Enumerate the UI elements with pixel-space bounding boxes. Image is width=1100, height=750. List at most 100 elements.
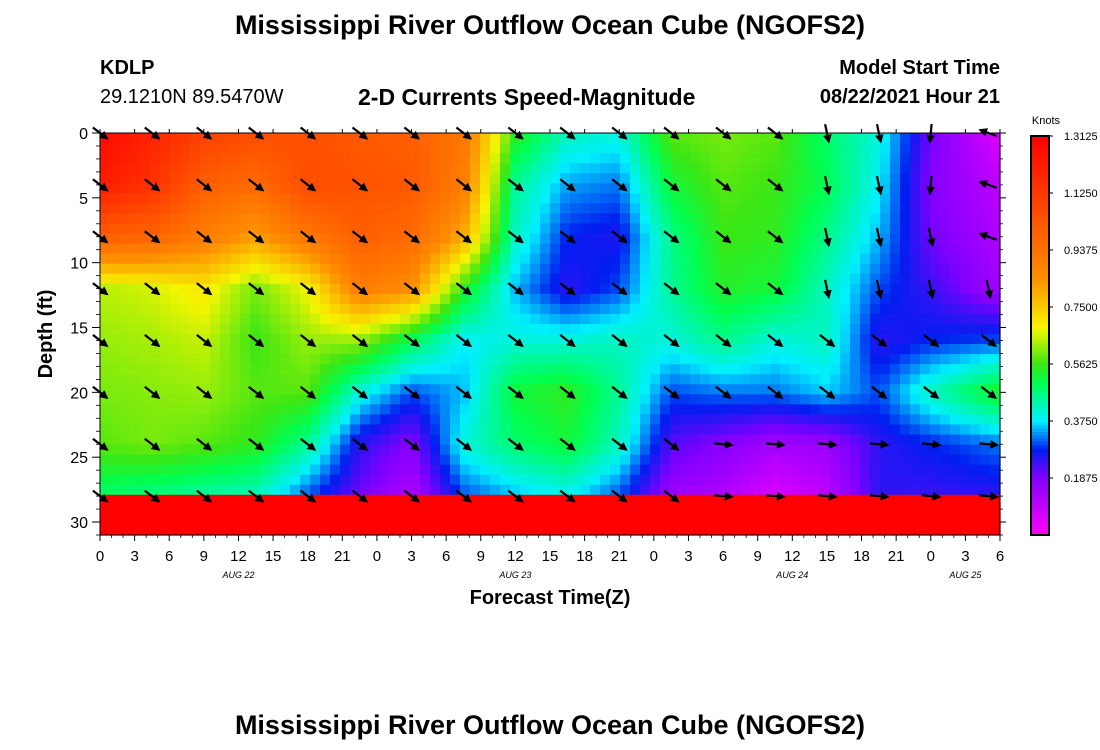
heat-cell <box>500 253 511 265</box>
heat-cell <box>640 273 651 285</box>
heat-cell <box>480 203 491 214</box>
heat-cell <box>750 524 761 536</box>
heat-cell <box>770 364 781 375</box>
heat-cell <box>170 253 181 265</box>
heat-cell <box>530 354 541 365</box>
heat-cell <box>180 183 191 194</box>
heat-cell <box>260 384 271 395</box>
colorbar-band <box>1031 465 1049 470</box>
heat-cell <box>150 223 161 235</box>
heat-cell <box>490 424 501 436</box>
heat-cell <box>210 444 221 456</box>
heat-cell <box>270 374 281 385</box>
heat-cell <box>840 474 851 486</box>
heat-cell <box>350 454 361 466</box>
heat-cell <box>970 524 981 536</box>
heat-cell <box>730 173 741 184</box>
heat-cell <box>580 143 591 154</box>
heat-cell <box>150 193 161 204</box>
heat-cell <box>500 414 511 426</box>
heat-cell <box>910 323 921 335</box>
heat-cell <box>270 253 281 265</box>
heat-cell <box>160 273 171 285</box>
heat-cell <box>790 303 801 315</box>
heat-cell <box>220 444 231 456</box>
heat-cell <box>670 303 681 315</box>
heat-cell <box>670 313 681 325</box>
colorbar-band <box>1031 318 1049 323</box>
heat-cell <box>690 344 701 355</box>
heat-cell <box>280 293 291 305</box>
heat-cell <box>640 514 651 526</box>
heat-cell <box>950 143 961 154</box>
heat-cell <box>730 464 741 476</box>
heat-cell <box>610 243 621 255</box>
heat-cell <box>900 133 911 144</box>
heat-cell <box>670 434 681 446</box>
heat-cell <box>480 223 491 235</box>
heat-cell <box>390 494 401 506</box>
heat-cell <box>280 374 291 385</box>
heat-cell <box>220 163 231 174</box>
heat-cell <box>520 344 531 355</box>
heat-cell <box>730 153 741 164</box>
heat-cell <box>800 334 811 345</box>
heat-cell <box>630 263 641 275</box>
heat-cell <box>440 193 451 204</box>
heat-cell <box>840 444 851 456</box>
heat-cell <box>390 253 401 265</box>
heat-cell <box>190 283 201 295</box>
date-label: AUG 22 <box>221 570 254 580</box>
colorbar-band <box>1031 225 1049 230</box>
heat-cell <box>550 323 561 335</box>
heat-cell <box>280 143 291 154</box>
heat-cell <box>940 153 951 164</box>
heat-cell <box>270 494 281 506</box>
heat-cell <box>700 484 711 496</box>
heat-cell <box>390 133 401 144</box>
heat-cell <box>790 183 801 194</box>
current-vector <box>248 334 265 348</box>
heat-cell <box>930 253 941 265</box>
heat-cell <box>790 484 801 496</box>
heat-cell <box>180 454 191 466</box>
heat-cell <box>720 514 731 526</box>
current-vector <box>817 439 838 449</box>
y-tick-label: 15 <box>70 321 88 338</box>
heat-cell <box>520 193 531 204</box>
heat-cell <box>940 374 951 385</box>
heat-cell <box>960 354 971 365</box>
heat-cell <box>860 283 871 295</box>
heat-cell <box>420 153 431 164</box>
heat-cell <box>190 374 201 385</box>
heat-cell <box>890 303 901 315</box>
heat-cell <box>160 203 171 214</box>
heat-cell <box>150 143 161 154</box>
heat-cell <box>870 444 881 456</box>
heat-cell <box>650 153 661 164</box>
heat-cell <box>370 233 381 245</box>
heat-cell <box>900 273 911 285</box>
heat-cell <box>390 414 401 426</box>
heat-cell <box>520 514 531 526</box>
heat-cell <box>830 364 841 375</box>
heat-cell <box>230 384 241 395</box>
heat-cell <box>900 414 911 426</box>
heat-cell <box>630 494 641 506</box>
colorbar-band <box>1031 142 1049 147</box>
heat-cell <box>940 354 951 365</box>
heat-cell <box>450 323 461 335</box>
heat-cell <box>800 133 811 144</box>
heat-cell <box>870 223 881 235</box>
heat-cell <box>650 243 661 255</box>
heat-cell <box>820 354 831 365</box>
heat-cell <box>890 213 901 225</box>
colorbar-band <box>1031 508 1049 513</box>
colorbar-band <box>1031 455 1049 460</box>
heat-cell <box>260 464 271 476</box>
heat-cell <box>740 514 751 526</box>
heat-cell <box>490 454 501 466</box>
heat-cell <box>120 374 131 385</box>
heat-cell <box>430 243 441 255</box>
